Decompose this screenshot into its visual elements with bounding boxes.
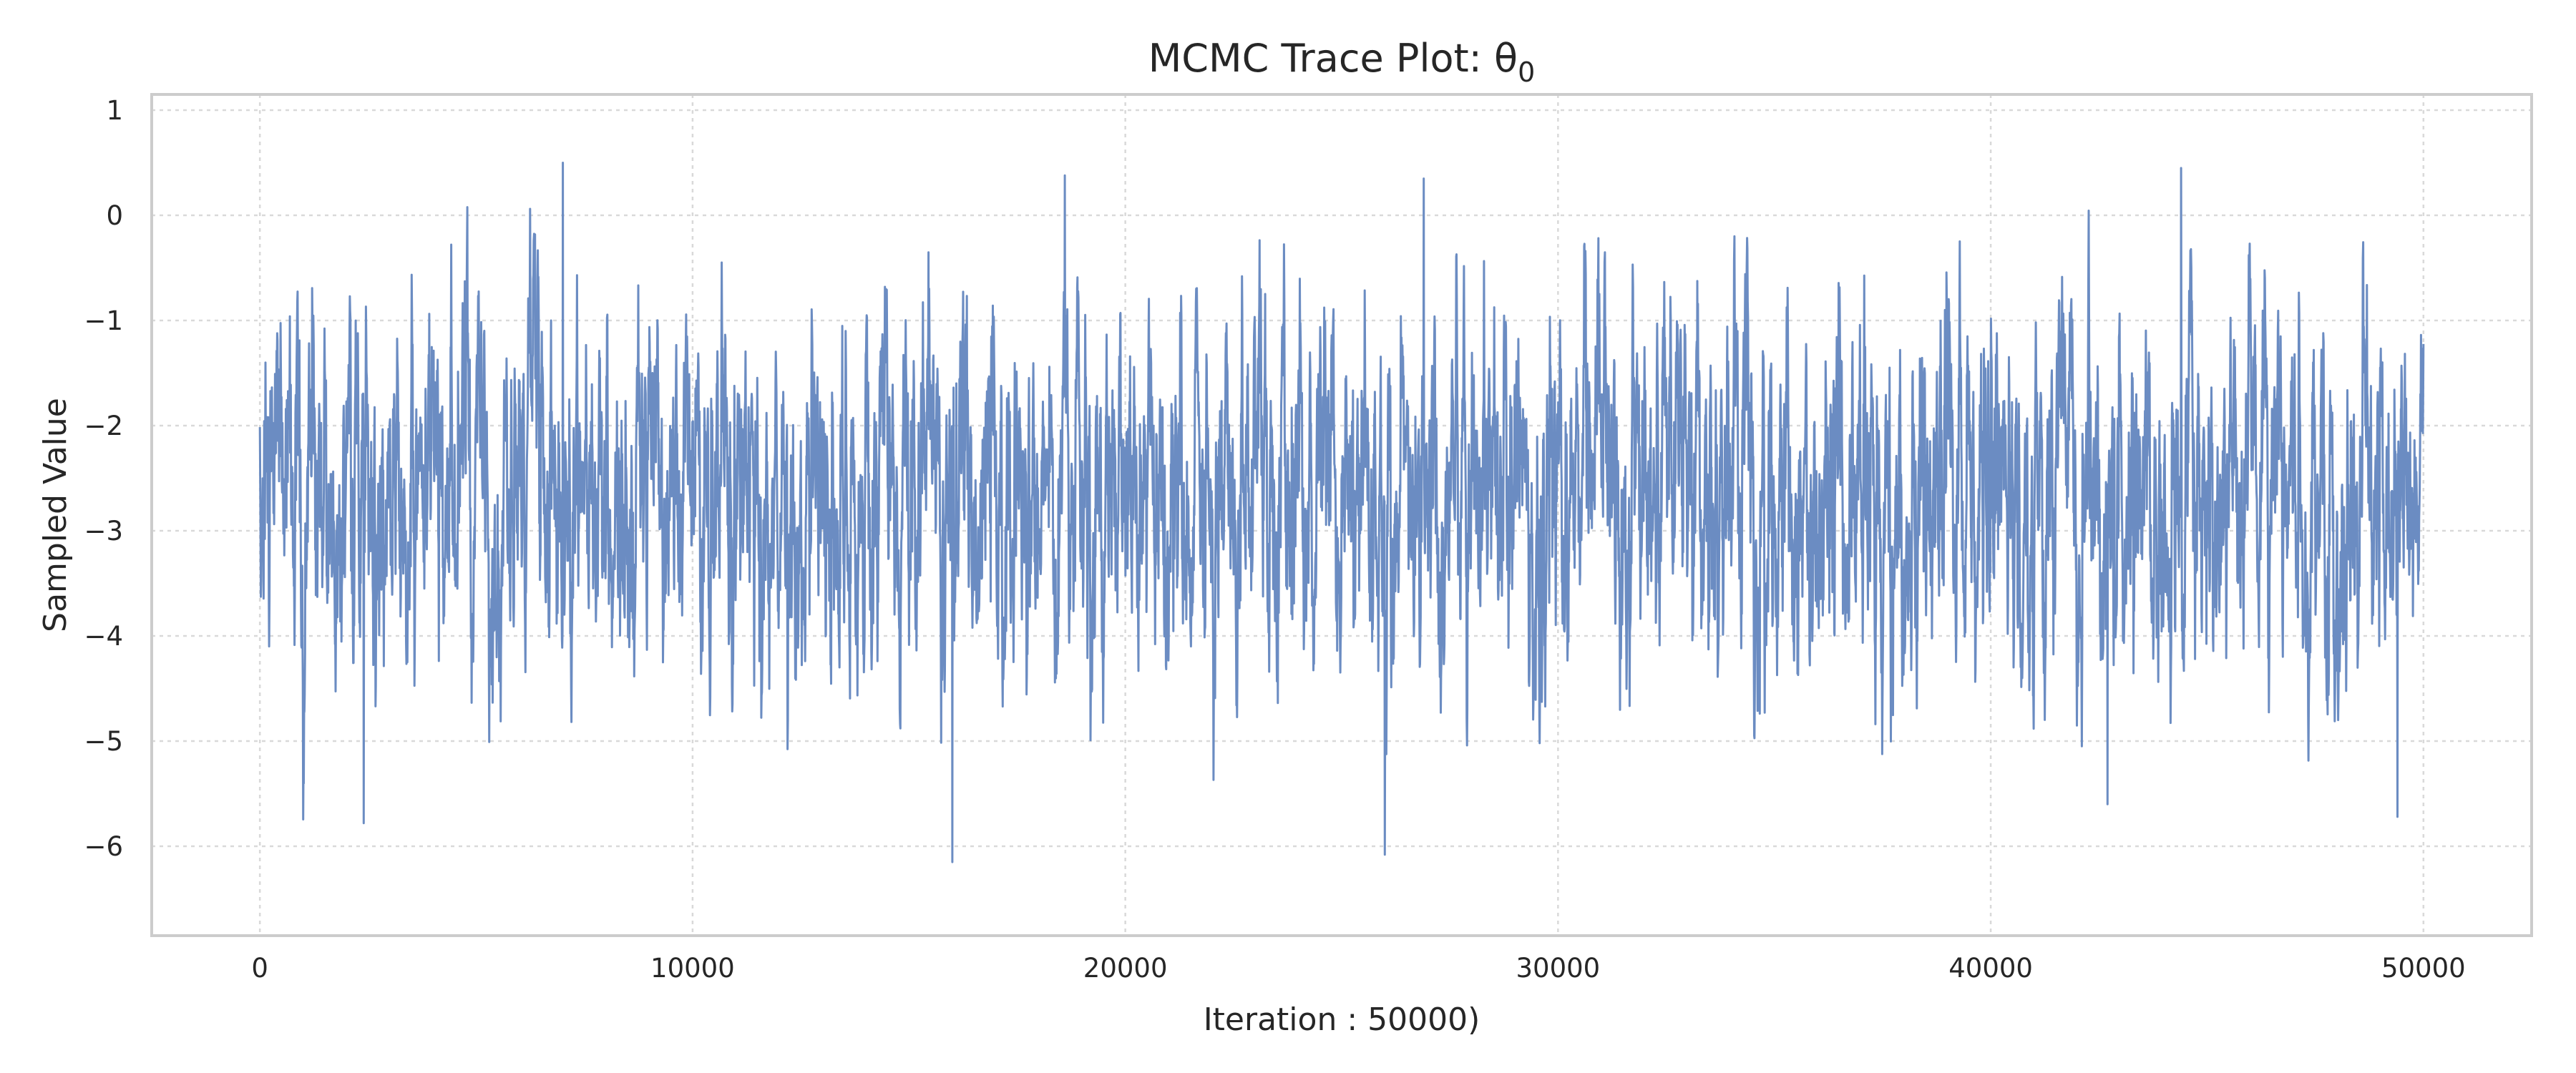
y-tick-label: −6 [84, 831, 123, 862]
title-subscript: 0 [1518, 57, 1535, 88]
y-tick-label: 0 [106, 200, 123, 231]
grid-lines [152, 94, 2532, 936]
y-tick-label: 1 [106, 95, 123, 126]
chart-title: MCMC Trace Plot: θ0 [1148, 36, 1536, 88]
x-tick-label: 20000 [1083, 953, 1168, 984]
x-tick-label: 40000 [1948, 953, 2033, 984]
y-tick-label: −1 [84, 305, 123, 336]
series-layer [258, 162, 2425, 863]
y-tick-label: −2 [84, 411, 123, 441]
y-tick-label: −3 [84, 516, 123, 547]
y-axis-label: Sampled Value [37, 398, 74, 632]
x-tick-label: 50000 [2381, 953, 2466, 984]
x-tick-label: 10000 [650, 953, 735, 984]
x-tick-label: 0 [251, 953, 268, 984]
plot-frame [150, 93, 2533, 937]
y-axis-ticks: 1 0 −1 −2 −3 −4 −5 −6 [84, 95, 123, 862]
trace-series-line [258, 162, 2425, 863]
y-tick-label: −4 [84, 621, 123, 652]
x-axis-ticks: 0 10000 20000 30000 40000 50000 [251, 953, 2465, 984]
y-tick-label: −5 [84, 726, 123, 757]
x-tick-label: 30000 [1516, 953, 1601, 984]
x-axis-label: Iteration : 50000) [1204, 1001, 1480, 1038]
